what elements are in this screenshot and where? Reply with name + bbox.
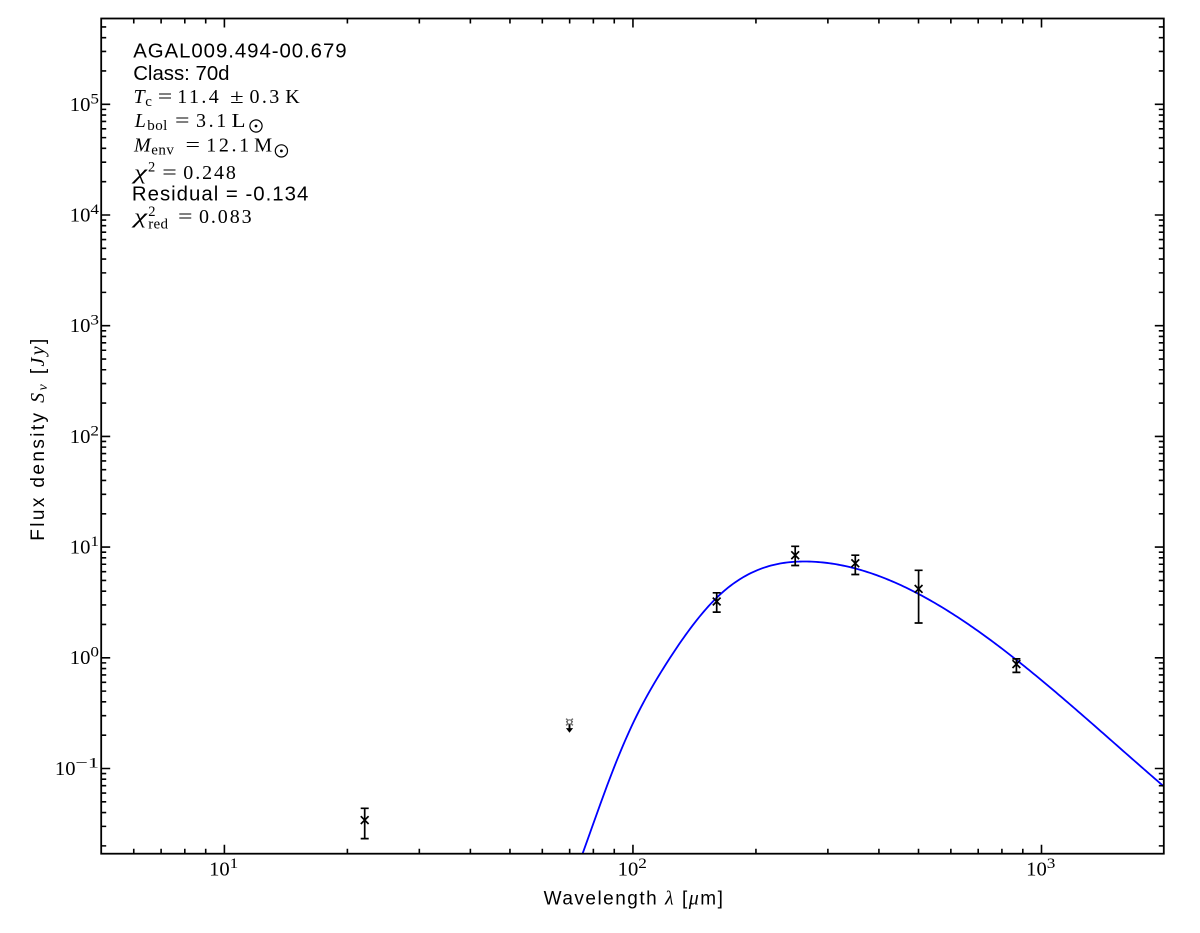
svg-text:Lbol=3.1L: Lbol = 3.1 L [134, 110, 246, 134]
svg-text:101: 101 [70, 534, 99, 559]
svg-text:103: 103 [1026, 856, 1055, 881]
svg-text:Tc=11.4±0.3K: Tc = 11.4 ±0.3 K [134, 86, 301, 110]
svg-text:10−1: 10−1 [55, 756, 99, 781]
svg-text:101: 101 [209, 856, 238, 881]
svg-text:Wavelength λ [μm]: Wavelength λ [μm] [544, 887, 725, 909]
svg-text:104: 104 [70, 202, 100, 227]
svg-text:105: 105 [70, 91, 99, 116]
svg-text:103: 103 [70, 313, 99, 338]
svg-text:AGAL009.494-00.679: AGAL009.494-00.679 [133, 41, 347, 63]
svg-text:Menv=12.1M: Menv = 12.1 M [133, 135, 272, 159]
svg-text:100: 100 [70, 645, 99, 670]
svg-text:102: 102 [70, 423, 99, 448]
svg-text:Residual = -0.134: Residual = -0.134 [132, 183, 309, 205]
svg-text:102: 102 [618, 856, 647, 881]
svg-text:χ2=0.248: χ2 = 0.248 [131, 160, 238, 184]
svg-text:Class: 70d: Class: 70d [133, 63, 229, 85]
svg-text:Flux density Sν [Jy]: Flux density Sν [Jy] [27, 336, 51, 541]
